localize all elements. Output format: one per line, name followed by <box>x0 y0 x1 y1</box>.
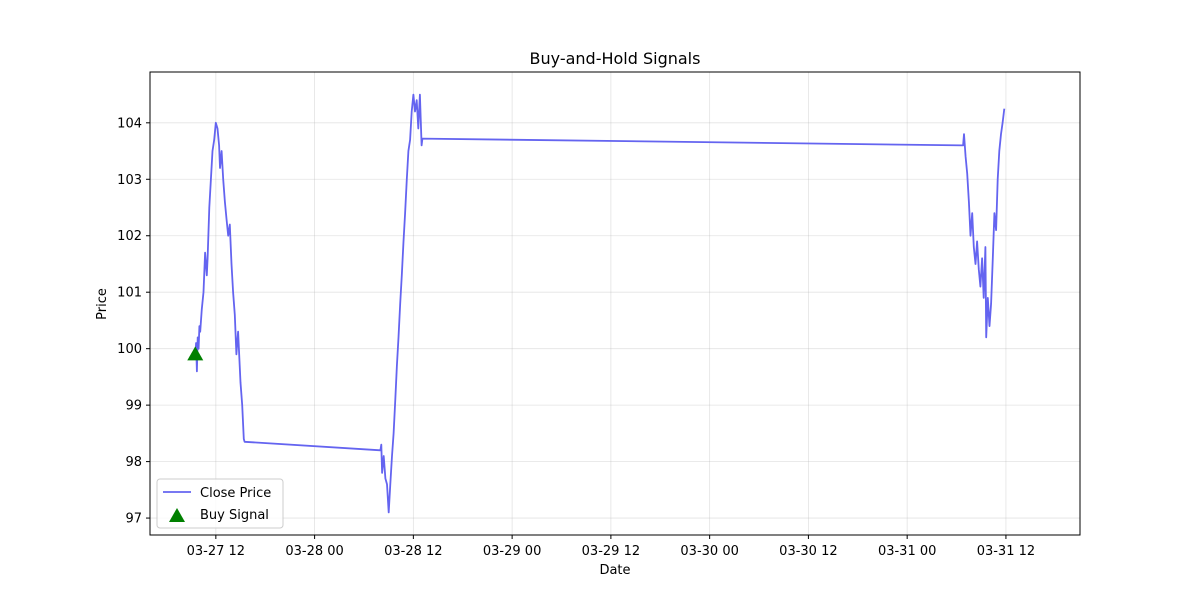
legend-label-buy-signal: Buy Signal <box>200 508 269 523</box>
x-axis-label: Date <box>599 563 630 578</box>
series-layer <box>194 93 1006 514</box>
x-tick-label: 03-29 00 <box>483 544 541 559</box>
x-axis: 03-27 12 03-28 00 03-28 12 03-29 00 03-29 12… <box>187 535 1035 559</box>
grid <box>150 72 1080 535</box>
y-tick-label: 103 <box>117 173 142 188</box>
buy-signal-marker <box>187 346 204 361</box>
y-tick-label: 97 <box>125 512 142 527</box>
x-tick-label: 03-30 00 <box>680 544 738 559</box>
legend-triangle-swatch <box>169 508 185 522</box>
x-tick-label: 03-29 12 <box>582 544 640 559</box>
y-tick-label: 98 <box>125 455 142 470</box>
chart-title: Buy-and-Hold Signals <box>530 49 701 68</box>
x-tick-label: 03-28 00 <box>285 544 343 559</box>
y-tick-label: 102 <box>117 229 142 244</box>
x-tick-label: 03-28 12 <box>384 544 442 559</box>
legend-label-close-price: Close Price <box>200 486 271 501</box>
y-tick-label: 104 <box>117 116 142 131</box>
marker-layer <box>187 346 204 361</box>
x-tick-label: 03-31 12 <box>977 544 1035 559</box>
series-line-close-price <box>194 93 1006 514</box>
x-tick-label: 03-27 12 <box>187 544 245 559</box>
x-tick-label: 03-31 00 <box>878 544 936 559</box>
legend: Close Price Buy Signal <box>156 478 284 529</box>
x-tick-label: 03-30 12 <box>779 544 837 559</box>
y-tick-label: 100 <box>117 342 142 357</box>
y-axis-label: Price <box>95 288 110 320</box>
y-axis: 97 98 99 100 101 102 103 104 <box>117 116 150 527</box>
plot-area-frame <box>149 71 1081 536</box>
y-tick-label: 99 <box>125 399 142 414</box>
y-tick-label: 101 <box>117 286 142 301</box>
